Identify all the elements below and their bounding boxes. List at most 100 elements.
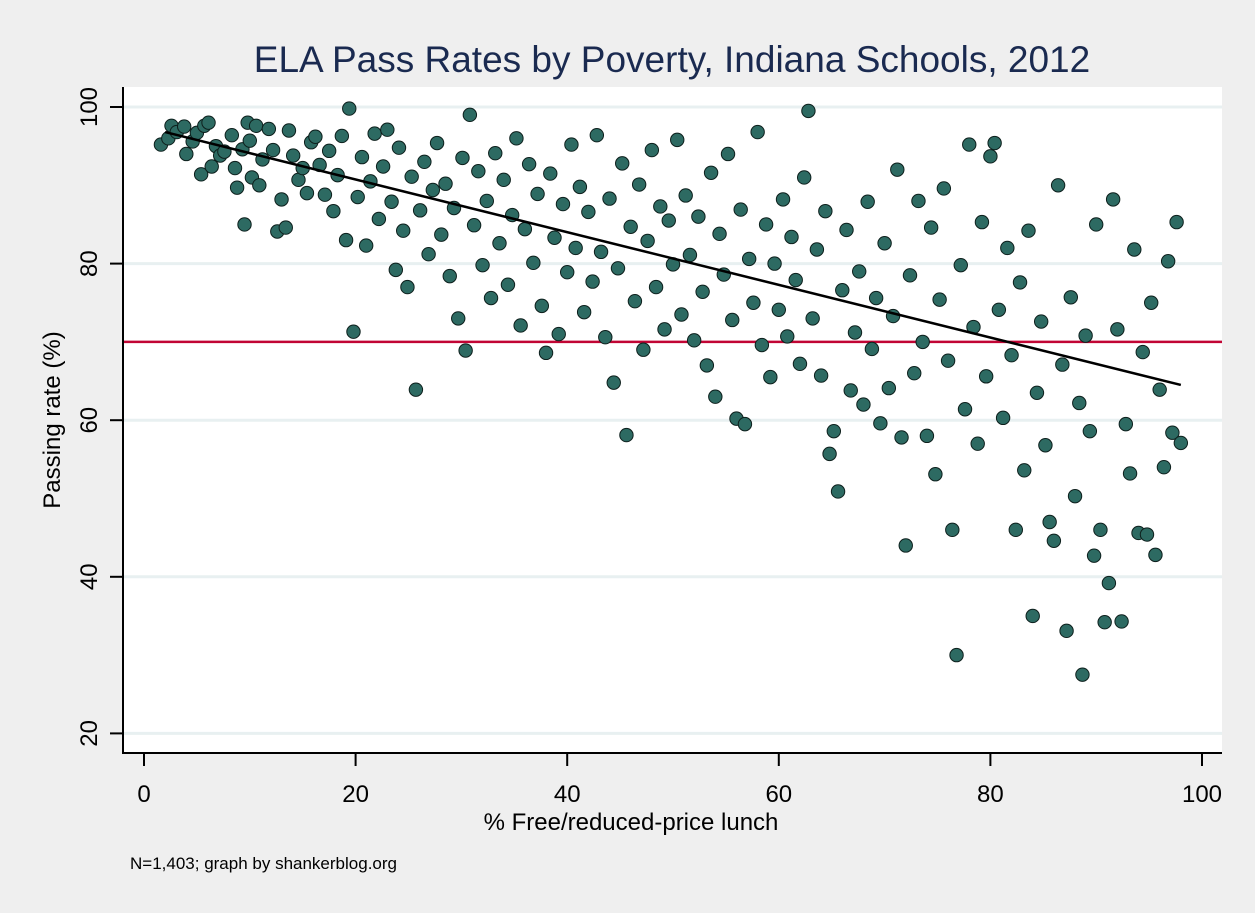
data-point [754, 337, 770, 353]
data-point [367, 126, 382, 141]
data-point [792, 356, 808, 372]
x-tick-label: 80 [977, 781, 1004, 808]
data-point [775, 192, 791, 207]
data-point [890, 162, 905, 177]
data-point [813, 368, 829, 383]
data-point [839, 222, 854, 238]
data-point [695, 284, 710, 299]
data-point [1059, 623, 1074, 639]
y-axis-label: Passing rate (%) [39, 331, 66, 508]
data-point [451, 311, 466, 326]
data-point [299, 185, 315, 201]
data-point [720, 146, 736, 162]
data-point [237, 217, 252, 232]
y-ticks: 20 40 60 80 100 [76, 87, 123, 747]
data-point [1118, 416, 1134, 432]
data-point [767, 256, 782, 271]
data-point [543, 166, 558, 181]
x-tick-label: 0 [137, 781, 150, 808]
data-point [712, 226, 727, 242]
data-point [1033, 314, 1049, 329]
data-point [962, 137, 977, 152]
data-point [1086, 548, 1102, 563]
data-point [657, 322, 672, 337]
data-point [317, 187, 333, 202]
y-tick-label: 40 [76, 563, 103, 590]
data-point [708, 389, 723, 404]
y-tick-label: 100 [76, 87, 103, 127]
data-point [1072, 395, 1087, 411]
data-point [496, 172, 511, 188]
data-point [919, 428, 935, 444]
data-point [835, 283, 850, 298]
data-point [281, 123, 297, 138]
data-point [1139, 527, 1155, 542]
data-point [179, 146, 194, 162]
data-point [1021, 223, 1036, 238]
data-point [602, 191, 617, 206]
x-tick-label: 60 [765, 781, 792, 808]
data-point [252, 178, 267, 193]
data-point [513, 318, 528, 333]
data-point [224, 127, 240, 143]
data-point [547, 230, 562, 245]
data-point [733, 202, 748, 217]
data-point [1127, 242, 1142, 257]
data-point [380, 122, 395, 137]
data-point [788, 272, 803, 288]
data-point [1105, 192, 1121, 207]
data-point [509, 131, 524, 146]
data-point [384, 194, 399, 209]
chart-title: ELA Pass Rates by Poverty, Indiana Schoo… [254, 39, 1090, 80]
data-point [442, 268, 457, 284]
data-point [1160, 254, 1176, 269]
data-point [801, 103, 816, 119]
x-axis-label: % Free/reduced-price lunch [484, 809, 779, 836]
data-point [1148, 547, 1163, 563]
data-point [201, 115, 216, 130]
data-point [1169, 214, 1184, 230]
data-point [631, 177, 647, 192]
data-point [1017, 463, 1032, 478]
data-point [1055, 357, 1070, 372]
data-point [1093, 522, 1108, 538]
data-point [847, 325, 863, 340]
data-point [500, 277, 516, 292]
data-point [852, 264, 867, 279]
data-point [674, 307, 689, 322]
data-point [636, 342, 651, 357]
data-point [771, 302, 786, 317]
data-point [1089, 217, 1104, 232]
data-point [763, 369, 778, 385]
y-tick-label: 80 [76, 250, 103, 277]
data-point [843, 383, 858, 398]
data-point [822, 446, 837, 462]
data-point [358, 238, 374, 253]
data-point [640, 233, 655, 249]
data-point [1029, 385, 1045, 400]
data-point [809, 242, 825, 257]
data-point [581, 204, 596, 220]
data-point [741, 251, 757, 267]
data-point [1000, 240, 1015, 256]
data-point [521, 156, 537, 172]
x-ticks: 0 20 40 60 80 100 [137, 753, 1222, 808]
data-point [204, 159, 219, 174]
data-point [1173, 435, 1189, 451]
data-point [455, 150, 470, 166]
data-points [153, 101, 1189, 682]
data-point [907, 366, 922, 381]
data-point [391, 140, 407, 155]
y-tick-label: 60 [76, 407, 103, 434]
data-point [462, 107, 478, 123]
data-point [1135, 344, 1150, 360]
data-point [987, 135, 1002, 151]
data-point [321, 143, 337, 159]
data-point [936, 181, 952, 196]
x-tick-label: 20 [342, 781, 369, 808]
data-point [438, 176, 453, 191]
data-point [898, 538, 913, 553]
data-point [699, 358, 715, 373]
data-point [475, 257, 490, 273]
data-point [758, 217, 774, 232]
